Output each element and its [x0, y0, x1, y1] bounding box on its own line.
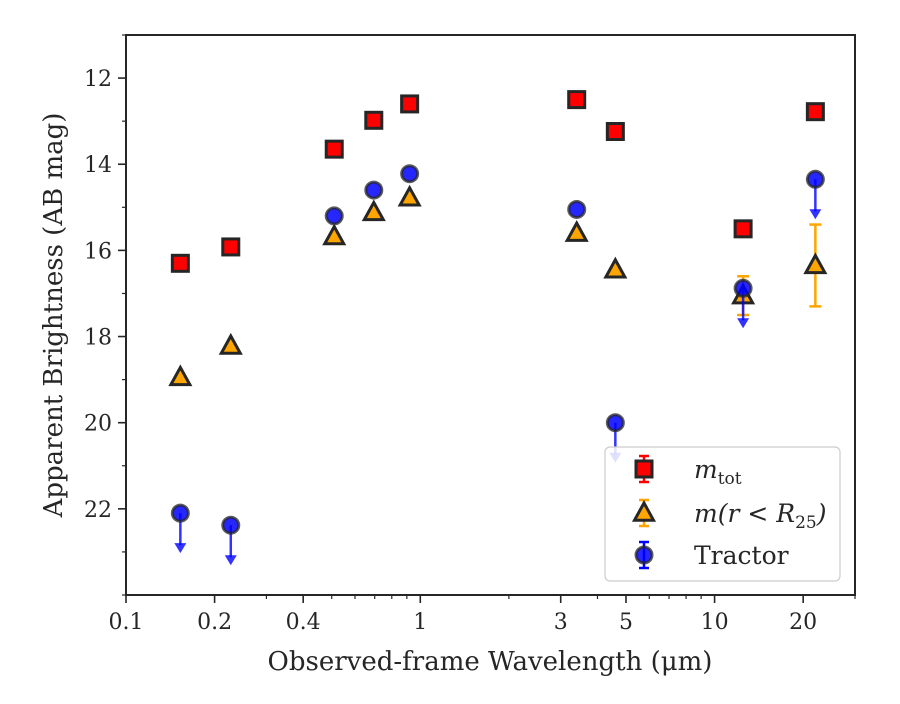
y-axis-ticks: 12 14 16 18 20 22: [84, 34, 126, 596]
x-tick-label: 1: [413, 610, 427, 635]
x-tick-label: 5: [619, 610, 633, 635]
data-point-mtot: [605, 121, 625, 141]
data-point-mr25: [603, 256, 628, 279]
data-point-tractor: [170, 503, 190, 523]
upper-limit-arrow-head: [809, 209, 822, 220]
data-point-mtot: [400, 94, 420, 114]
upper-limit-arrow-head: [224, 555, 237, 566]
x-tick-label: 0.4: [286, 610, 321, 635]
data-point-tractor: [805, 169, 825, 189]
data-point-tractor: [567, 199, 587, 219]
data-point-mtot: [567, 90, 587, 110]
data-point-mtot: [364, 110, 384, 130]
legend-marker-mr25: [631, 499, 657, 522]
series-mtot: [170, 90, 825, 273]
data-point-mtot: [733, 219, 753, 239]
legend-box: [604, 446, 841, 582]
data-point-mtot: [221, 237, 241, 257]
y-tick-label: 18: [84, 326, 112, 351]
data-point-mr25: [564, 220, 589, 242]
series-mr25: [168, 184, 828, 387]
data-point-mr25: [803, 252, 828, 275]
data-point-tractor: [364, 180, 384, 200]
legend-marker-tractor: [634, 545, 654, 565]
legend-label-mr25: m(r < R25): [694, 499, 826, 533]
data-point-mr25: [322, 223, 347, 246]
legend: mtot m(r < R25) Tractor: [604, 446, 841, 582]
data-point-tractor: [324, 206, 344, 226]
data-point-tractor: [605, 413, 625, 433]
data-point-mr25: [218, 332, 243, 355]
data-point-mtot: [805, 102, 825, 122]
data-point-tractor: [733, 278, 753, 298]
legend-label-mtot: mtot: [694, 455, 742, 489]
y-tick-label: 12: [84, 67, 112, 92]
x-axis-label: Observed-frame Wavelength (μm): [268, 647, 713, 677]
y-axis-label: Apparent Brightness (AB mag): [39, 113, 69, 519]
y-tick-label: 14: [84, 153, 112, 178]
x-tick-label: 0.2: [197, 610, 232, 635]
x-tick-label: 20: [789, 610, 817, 635]
plot-frame: [125, 34, 856, 596]
legend-marker-mtot: [634, 459, 654, 479]
data-point-mr25: [397, 184, 422, 207]
x-tick-label: 10: [701, 610, 729, 635]
y-tick-label: 22: [84, 498, 112, 523]
data-point-mr25: [361, 199, 386, 222]
data-point-tractor: [221, 515, 241, 535]
upper-limit-arrow-head: [737, 318, 750, 329]
data-point-mr25: [168, 364, 193, 387]
y-tick-label: 16: [84, 239, 112, 264]
data-point-mtot: [170, 253, 190, 273]
legend-label-tractor: Tractor: [694, 541, 789, 570]
y-tick-label: 20: [84, 412, 112, 437]
x-tick-label: 3: [554, 610, 568, 635]
x-axis-ticks: 0.1 0.2 0.4 1 3 5 10 20: [109, 595, 856, 635]
x-tick-label: 0.1: [109, 610, 144, 635]
data-point-mtot: [324, 139, 344, 159]
data-point-tractor: [400, 164, 420, 184]
upper-limit-arrow-head: [174, 543, 187, 554]
